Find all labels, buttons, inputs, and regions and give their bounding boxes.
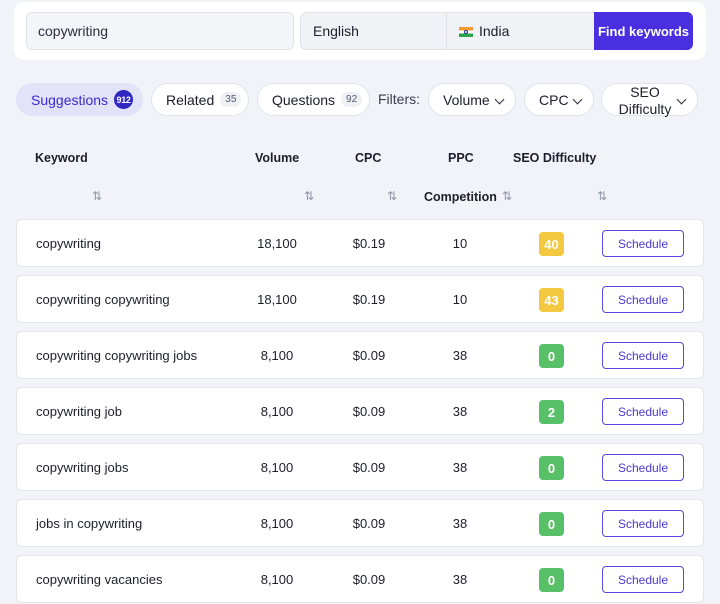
column-header-ppc[interactable]: PPC bbox=[448, 151, 474, 165]
keyword-cell: copywriting copywriting bbox=[36, 292, 170, 307]
tab-suggestions-label: Suggestions bbox=[31, 91, 109, 108]
cpc-filter[interactable]: CPC bbox=[524, 83, 594, 116]
difficulty-badge: 0 bbox=[539, 512, 564, 536]
ppc-cell: 10 bbox=[452, 292, 468, 307]
column-header-seo-difficulty[interactable]: SEO Difficulty bbox=[513, 151, 597, 165]
ppc-cell: 38 bbox=[452, 572, 468, 587]
keyword-cell: copywriting job bbox=[36, 404, 122, 419]
keyword-input[interactable]: copywriting bbox=[26, 12, 294, 50]
schedule-button[interactable]: Schedule bbox=[602, 454, 684, 481]
table-row: copywriting jobs 8,100 $0.09 38 0 Schedu… bbox=[16, 443, 704, 491]
sort-keyword-icon[interactable]: ⇅ bbox=[92, 189, 103, 203]
sort-volume-icon[interactable]: ⇅ bbox=[304, 189, 315, 203]
volume-cell: 8,100 bbox=[260, 516, 294, 531]
schedule-button[interactable]: Schedule bbox=[602, 286, 684, 313]
column-header-cpc[interactable]: CPC bbox=[355, 151, 382, 165]
volume-cell: 8,100 bbox=[260, 348, 294, 363]
schedule-button[interactable]: Schedule bbox=[602, 230, 684, 257]
tab-related-label: Related bbox=[166, 91, 215, 108]
cpc-cell: $0.19 bbox=[352, 236, 386, 251]
schedule-button[interactable]: Schedule bbox=[602, 566, 684, 593]
related-count-badge: 35 bbox=[220, 92, 242, 107]
table-row: copywriting job 8,100 $0.09 38 2 Schedul… bbox=[16, 387, 704, 435]
cpc-cell: $0.09 bbox=[352, 572, 386, 587]
volume-cell: 8,100 bbox=[260, 572, 294, 587]
seo-difficulty-filter[interactable]: SEO Difficulty bbox=[601, 83, 698, 118]
keyword-cell: copywriting vacancies bbox=[36, 572, 163, 587]
table-row: copywriting copywriting jobs 8,100 $0.09… bbox=[16, 331, 704, 379]
difficulty-badge: 2 bbox=[539, 400, 564, 424]
seo-difficulty-filter-label: SEO Difficulty bbox=[602, 84, 688, 118]
sort-ppc-icon[interactable]: ⇅ bbox=[502, 189, 513, 203]
ppc-cell: 38 bbox=[452, 516, 468, 531]
country-select[interactable]: India bbox=[447, 12, 595, 50]
language-select[interactable]: English bbox=[300, 12, 447, 50]
suggestions-count-badge: 912 bbox=[114, 90, 134, 109]
table-row: copywriting 18,100 $0.19 10 40 Schedule bbox=[16, 219, 704, 267]
cpc-cell: $0.09 bbox=[352, 460, 386, 475]
volume-filter-label: Volume bbox=[443, 91, 490, 108]
volume-cell: 8,100 bbox=[260, 460, 294, 475]
volume-filter[interactable]: Volume bbox=[428, 83, 516, 116]
table-row: copywriting copywriting 18,100 $0.19 10 … bbox=[16, 275, 704, 323]
difficulty-badge: 43 bbox=[539, 288, 564, 312]
cpc-cell: $0.09 bbox=[352, 516, 386, 531]
seo-filter-line2: Difficulty bbox=[618, 101, 672, 117]
table-row: copywriting vacancies 8,100 $0.09 38 0 S… bbox=[16, 555, 704, 603]
schedule-button[interactable]: Schedule bbox=[602, 342, 684, 369]
cpc-cell: $0.09 bbox=[352, 404, 386, 419]
column-header-keyword[interactable]: Keyword bbox=[35, 151, 88, 165]
cpc-filter-label: CPC bbox=[539, 91, 569, 108]
volume-cell: 8,100 bbox=[260, 404, 294, 419]
tab-related[interactable]: Related 35 bbox=[151, 83, 249, 116]
ppc-cell: 10 bbox=[452, 236, 468, 251]
filters-label: Filters: bbox=[378, 91, 420, 107]
questions-count-badge: 92 bbox=[341, 92, 363, 107]
country-label: India bbox=[479, 23, 510, 39]
schedule-button[interactable]: Schedule bbox=[602, 510, 684, 537]
chevron-down-icon bbox=[494, 94, 505, 105]
difficulty-badge: 0 bbox=[539, 568, 564, 592]
sort-cpc-icon[interactable]: ⇅ bbox=[387, 189, 398, 203]
india-flag-icon bbox=[459, 27, 473, 37]
search-card: copywriting English India Find keywords bbox=[14, 2, 706, 60]
tab-questions-label: Questions bbox=[272, 91, 336, 108]
ppc-cell: 38 bbox=[452, 348, 468, 363]
keyword-cell: copywriting jobs bbox=[36, 460, 129, 475]
difficulty-badge: 40 bbox=[539, 232, 564, 256]
column-header-volume[interactable]: Volume bbox=[255, 151, 300, 165]
ppc-cell: 38 bbox=[452, 404, 468, 419]
difficulty-badge: 0 bbox=[539, 456, 564, 480]
keyword-cell: jobs in copywriting bbox=[36, 516, 143, 531]
cpc-cell: $0.19 bbox=[352, 292, 386, 307]
find-keywords-button[interactable]: Find keywords bbox=[594, 12, 693, 50]
table-row: jobs in copywriting 8,100 $0.09 38 0 Sch… bbox=[16, 499, 704, 547]
column-header-ppc-competition[interactable]: Competition bbox=[424, 190, 497, 204]
chevron-down-icon bbox=[572, 94, 583, 105]
cpc-cell: $0.09 bbox=[352, 348, 386, 363]
sort-seo-icon[interactable]: ⇅ bbox=[597, 189, 608, 203]
schedule-button[interactable]: Schedule bbox=[602, 398, 684, 425]
tab-questions[interactable]: Questions 92 bbox=[257, 83, 370, 116]
seo-filter-line1: SEO bbox=[630, 84, 660, 100]
volume-cell: 18,100 bbox=[257, 236, 297, 251]
keyword-cell: copywriting copywriting jobs bbox=[36, 348, 198, 363]
difficulty-badge: 0 bbox=[539, 344, 564, 368]
ppc-cell: 38 bbox=[452, 460, 468, 475]
keyword-cell: copywriting bbox=[36, 236, 102, 251]
volume-cell: 18,100 bbox=[257, 292, 297, 307]
tab-suggestions[interactable]: Suggestions 912 bbox=[16, 83, 143, 116]
